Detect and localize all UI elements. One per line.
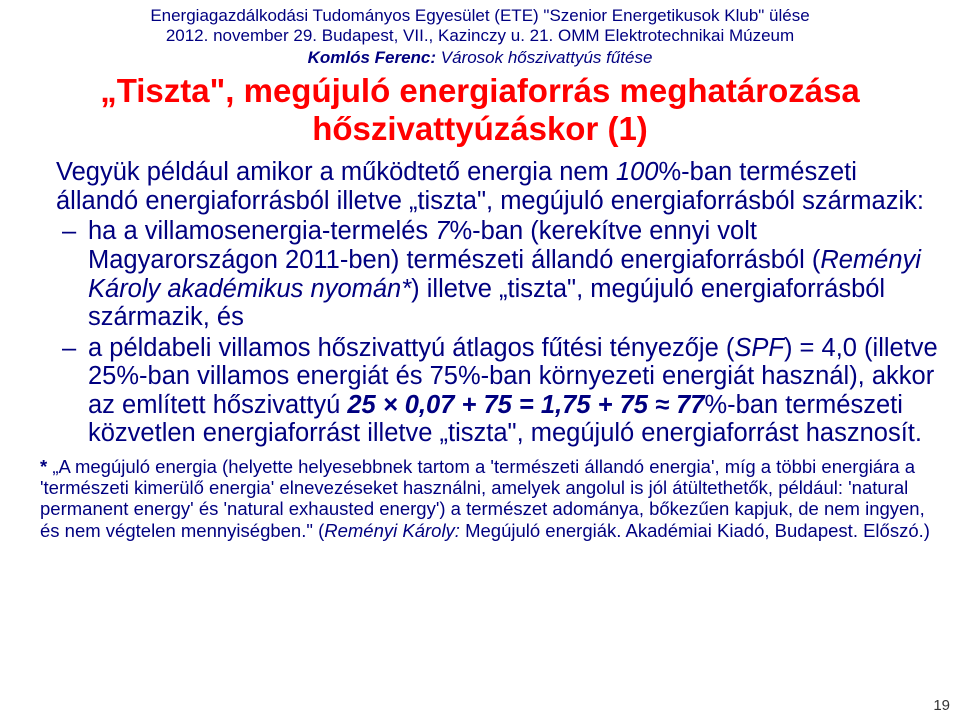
b2-p1: a példabeli villamos hőszivattyú átlagos… bbox=[88, 334, 734, 362]
bullet-1: –ha a villamosenergia-termelés 7%-ban (k… bbox=[56, 217, 940, 331]
header-line-3: Komlós Ferenc: Városok hőszivattyús fűté… bbox=[20, 48, 940, 68]
bullet-2: –a példabeli villamos hőszivattyú átlago… bbox=[56, 334, 940, 448]
header-author: Komlós Ferenc: bbox=[308, 48, 436, 67]
intro-paragraph: Vegyük például amikor a működtető energi… bbox=[56, 158, 940, 215]
title-line-1: „Tiszta", megújuló energiaforrás meghatá… bbox=[100, 72, 860, 109]
footnote-rest: Megújuló energiák. Akadémiai Kiadó, Buda… bbox=[460, 520, 930, 541]
header-line-2: 2012. november 29. Budapest, VII., Kazin… bbox=[20, 26, 940, 46]
intro-100: 100 bbox=[616, 158, 659, 186]
header-line-1: Energiagazdálkodási Tudományos Egyesület… bbox=[20, 6, 940, 26]
slide-container: Energiagazdálkodási Tudományos Egyesület… bbox=[0, 0, 960, 720]
intro-part1: Vegyük például amikor a működtető energi… bbox=[56, 158, 616, 186]
bullet-dash: – bbox=[62, 217, 88, 246]
footnote-star: * bbox=[40, 456, 52, 477]
slide-title: „Tiszta", megújuló energiaforrás meghatá… bbox=[20, 72, 940, 148]
title-line-2: hőszivattyúzáskor (1) bbox=[312, 110, 648, 147]
b1-7: 7 bbox=[435, 217, 449, 245]
page-number: 19 bbox=[933, 697, 950, 714]
body-text: Vegyük például amikor a működtető energi… bbox=[20, 158, 940, 447]
header-subtitle: Városok hőszivattyús fűtése bbox=[436, 48, 652, 67]
b1-p1: ha a villamosenergia-termelés bbox=[88, 217, 435, 245]
bullet-dash: – bbox=[62, 334, 88, 363]
footnote: * „A megújuló energia (helyette helyeseb… bbox=[20, 456, 940, 541]
b2-formula: 25 × 0,07 + 75 = 1,75 + 75 ≈ 77 bbox=[347, 391, 704, 419]
b2-spf: SPF bbox=[734, 334, 784, 362]
footnote-author: Reményi Károly: bbox=[324, 520, 460, 541]
